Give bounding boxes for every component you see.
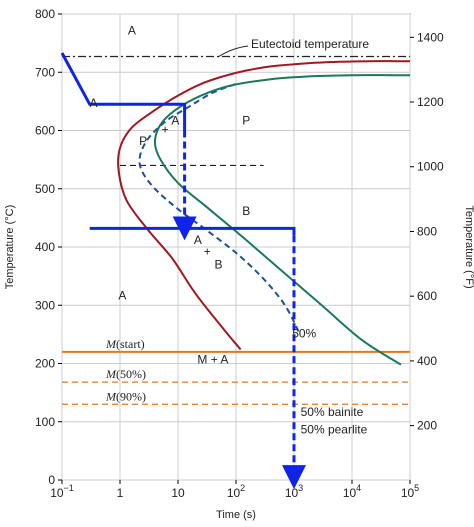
y-tick-label: 500 <box>35 182 55 196</box>
annotation-label: A <box>128 23 136 37</box>
x-tick-label: 10−1 <box>50 483 74 500</box>
x-tick-label: 1 <box>117 486 124 500</box>
eutectoid-leader <box>217 45 249 58</box>
reference-lines <box>62 55 410 405</box>
y2-tick-label: 1400 <box>417 30 444 44</box>
gridlines <box>61 13 411 481</box>
y-tick-label: 0 <box>48 473 55 487</box>
x-tick-label: 103 <box>285 483 303 500</box>
annotation-label: P <box>242 114 250 128</box>
annotation-label: M + A <box>197 353 228 367</box>
martensite-label: M(start) <box>105 337 145 351</box>
annotation-label: P <box>139 134 147 148</box>
y-tick-label: 400 <box>35 240 55 254</box>
y-tick-label: 600 <box>35 124 55 138</box>
y2-tick-label: 1000 <box>417 160 444 174</box>
x-tick-label: 102 <box>227 483 245 500</box>
series-finish-curve <box>153 74 410 366</box>
y-tick-label: 200 <box>35 357 55 371</box>
annotation-label: A <box>90 96 98 110</box>
y2-tick-label: 600 <box>417 289 437 303</box>
x-tick-label: 10 <box>171 486 185 500</box>
annotation-label: A <box>194 233 202 247</box>
y2-tick-label: 1200 <box>417 95 444 109</box>
x-tick-label: 105 <box>401 483 419 500</box>
y2-axis-label: Temperature (°F) <box>463 205 474 288</box>
axis-ticks: 10−1 1 10 102 103 104 105 0 100 200 300 400 500 600 70… <box>35 7 444 500</box>
y-tick-label: 100 <box>35 415 55 429</box>
series-start-curve <box>117 60 410 351</box>
eutectoid-label: Eutectoid temperature <box>251 37 369 51</box>
annotation-label: 50% pearlite <box>301 422 368 436</box>
annotation-label: + <box>162 122 169 136</box>
y2-tick-label: 800 <box>417 224 437 238</box>
cooling-path-segment <box>89 226 296 236</box>
annotation-label: 50% bainite <box>301 405 364 419</box>
annotation-label: A <box>118 288 126 302</box>
cooling-path-segment <box>60 52 187 131</box>
annotation-label: 50% <box>292 326 316 340</box>
series-50--curve <box>138 82 300 332</box>
y-tick-label: 800 <box>35 7 55 21</box>
annotation-label: A <box>171 114 179 128</box>
x-tick-label: 104 <box>343 483 361 500</box>
y2-tick-label: 400 <box>417 354 437 368</box>
annotation-label: + <box>204 245 211 259</box>
y-tick-label: 700 <box>35 65 55 79</box>
annotation-label: B <box>215 258 223 272</box>
y-axis-label: Temperature (°C) <box>4 205 16 289</box>
transformation-curves <box>60 52 410 490</box>
y2-tick-label: 200 <box>417 419 437 433</box>
martensite-label: M(90%) <box>105 389 146 403</box>
annotation-label: B <box>242 204 250 218</box>
martensite-label: M(50%) <box>105 367 146 381</box>
x-axis-label: Time (s) <box>216 509 256 521</box>
y-tick-label: 300 <box>35 298 55 312</box>
chart-labels: Eutectoid temperature M(start) M(50%) M(90%… <box>90 23 370 436</box>
